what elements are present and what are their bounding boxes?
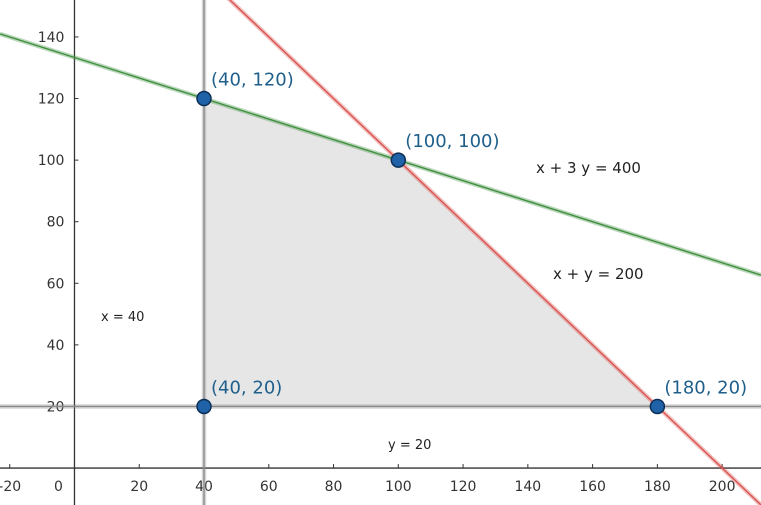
y-tick-label: 60: [47, 276, 65, 292]
x-tick-label: 0: [54, 479, 63, 495]
y-tick-label: 120: [38, 92, 65, 108]
vertex-point: [196, 398, 212, 415]
x-tick-label: 80: [325, 479, 343, 495]
equation-label-horizontal: y = 20: [388, 438, 431, 453]
x-tick-label: 160: [579, 479, 606, 495]
vertex-point: [390, 152, 407, 168]
vertex-label: (40, 120): [211, 70, 294, 91]
x-tick-label: 60: [260, 479, 278, 495]
y-tick-label: 20: [47, 399, 65, 415]
vertex-label: (40, 20): [211, 377, 282, 398]
feasible-region: [204, 98, 658, 407]
y-tick-label: 140: [38, 30, 65, 46]
constraint-line-0: [0, 33, 761, 276]
equation-label-red: x + y = 200: [553, 265, 644, 283]
x-tick-label: -20: [0, 479, 21, 495]
y-tick-label: 80: [47, 215, 65, 231]
vertex-labels: (40, 120) (100, 100) (40, 20) (180, 20): [211, 70, 747, 399]
x-tick-label: 140: [514, 479, 541, 495]
vertex-label: (100, 100): [405, 131, 499, 152]
equation-label-vertical: x = 40: [101, 310, 144, 325]
x-tick-label: 200: [709, 479, 736, 495]
equation-label-green: x + 3 y = 400: [536, 159, 641, 177]
y-tick-label: 40: [47, 338, 65, 354]
x-tick-label: 180: [644, 479, 671, 495]
vertex-points: [196, 90, 666, 415]
x-tick-label: 20: [130, 479, 148, 495]
vertex-label: (180, 20): [664, 377, 747, 398]
vertex-point: [649, 398, 666, 415]
y-tick-label: 100: [38, 153, 65, 169]
vertex-point: [196, 90, 212, 107]
x-tick-label: 100: [385, 479, 412, 495]
y-ticks: 20 40 60 80 100 120 140: [38, 30, 79, 415]
x-tick-label: 120: [450, 479, 477, 495]
